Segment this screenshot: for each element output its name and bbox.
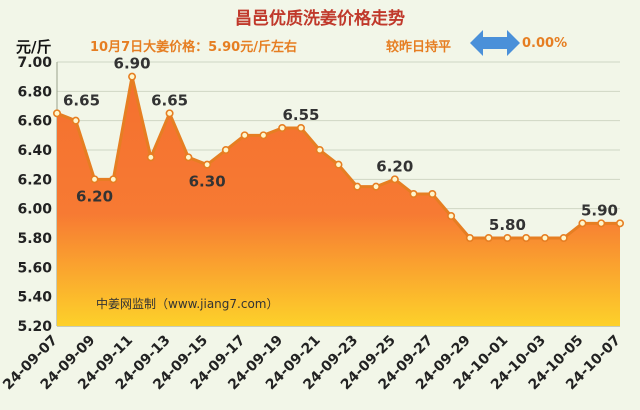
data-label: 5.90	[581, 201, 618, 219]
chart-title: 昌邑优质洗姜价格走势	[235, 9, 405, 29]
data-label: 6.30	[189, 173, 226, 191]
data-point	[503, 234, 512, 243]
data-point	[540, 234, 549, 243]
data-point	[184, 153, 193, 162]
y-tick-label: 6.60	[17, 114, 52, 130]
data-point	[334, 160, 343, 169]
data-label: 6.65	[151, 91, 188, 109]
data-point	[296, 124, 305, 133]
data-point	[128, 72, 137, 81]
compare-label: 较昨日持平	[386, 40, 452, 55]
data-point	[559, 234, 568, 243]
data-point	[259, 131, 268, 140]
data-point	[109, 175, 118, 184]
y-tick-label: 6.80	[17, 84, 52, 100]
y-tick-label: 5.60	[17, 260, 52, 276]
data-point	[52, 109, 61, 118]
y-tick-label: 5.20	[17, 319, 52, 335]
data-point	[353, 182, 362, 191]
data-point	[615, 219, 624, 228]
y-tick-label: 5.40	[17, 290, 52, 306]
y-tick-label: 5.80	[17, 231, 52, 247]
data-label: 6.90	[114, 55, 151, 73]
data-label: 6.55	[282, 106, 319, 124]
data-label: 5.80	[489, 216, 526, 234]
data-label: 6.65	[63, 91, 100, 109]
data-point	[278, 124, 287, 133]
data-point	[372, 182, 381, 191]
price-note: 10月7日大姜价格：5.90元/斤左右	[90, 40, 297, 55]
data-point	[409, 190, 418, 199]
data-point	[203, 160, 212, 169]
watermark: 中姜网监制（www.jiang7.com）	[96, 297, 279, 311]
y-tick-label: 6.20	[17, 172, 52, 188]
data-point	[90, 175, 99, 184]
y-tick-label: 6.00	[17, 202, 52, 218]
y-axis-unit: 元/斤	[16, 38, 52, 56]
data-point	[597, 219, 606, 228]
data-point	[165, 109, 174, 118]
data-label: 6.20	[76, 187, 113, 205]
data-point	[221, 146, 230, 155]
data-point	[465, 234, 474, 243]
data-point	[578, 219, 587, 228]
data-point	[522, 234, 531, 243]
compare-value: 0.00%	[522, 36, 568, 51]
data-point	[428, 190, 437, 199]
data-point	[447, 212, 456, 221]
data-label: 6.20	[376, 157, 413, 175]
price-area	[57, 76, 620, 327]
data-point	[390, 175, 399, 184]
data-point	[146, 153, 155, 162]
data-point	[315, 146, 324, 155]
y-tick-label: 6.40	[17, 143, 52, 159]
data-point	[71, 116, 80, 125]
double-arrow-icon	[470, 30, 520, 56]
data-point	[484, 234, 493, 243]
data-point	[240, 131, 249, 140]
y-tick-label: 7.00	[17, 55, 52, 71]
